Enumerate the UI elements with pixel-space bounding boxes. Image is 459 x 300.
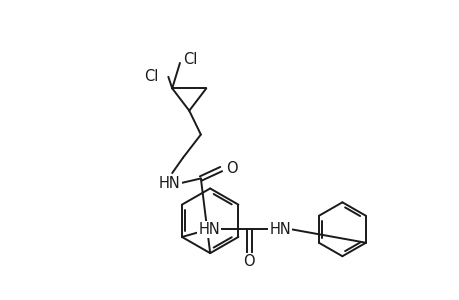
- Text: HN: HN: [269, 222, 291, 237]
- Text: O: O: [243, 254, 255, 269]
- Text: O: O: [226, 161, 238, 176]
- Text: HN: HN: [159, 176, 180, 191]
- Text: Cl: Cl: [144, 68, 158, 83]
- Text: Cl: Cl: [183, 52, 197, 67]
- Text: HN: HN: [198, 222, 219, 237]
